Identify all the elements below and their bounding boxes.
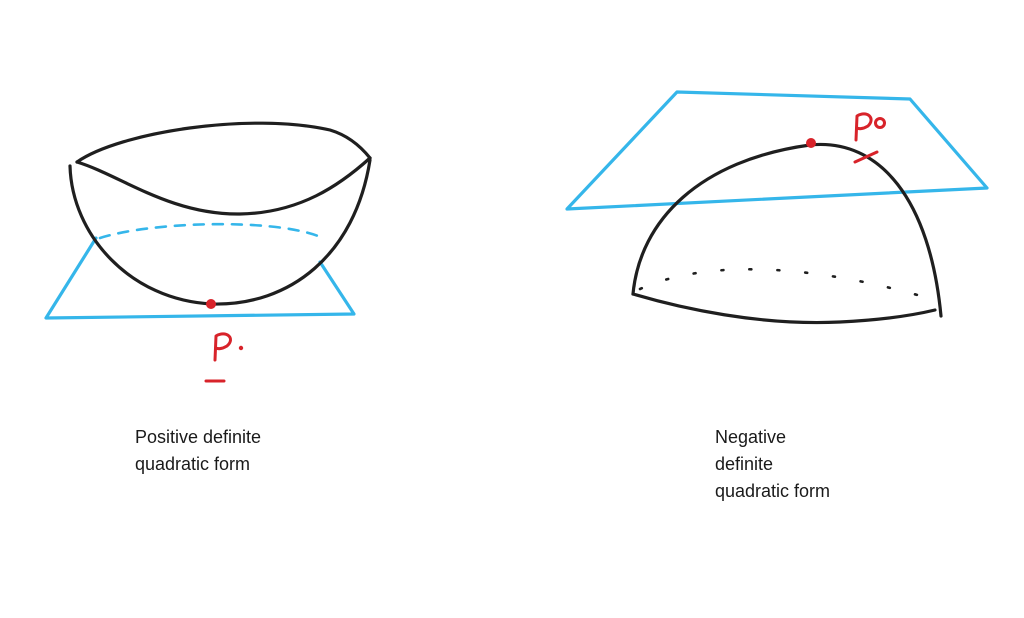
tangent-plane-below <box>44 236 356 320</box>
caption-line: definite <box>715 454 774 474</box>
bowl-rim-front <box>75 156 372 216</box>
bowl-body <box>68 158 372 306</box>
caption-line: Positive definite <box>135 427 262 447</box>
caption-negative-definite: Negative definite quadratic form <box>715 424 830 505</box>
caption-line: Negative <box>715 427 787 447</box>
bowl-rim-top <box>75 121 372 164</box>
tangent-plane-above <box>565 90 989 211</box>
dome-figure <box>565 90 989 325</box>
plane-hidden-edge <box>98 222 320 240</box>
dome-base-front <box>631 292 937 325</box>
point-label-left <box>204 332 244 383</box>
minimum-point-dot <box>206 299 216 309</box>
point-label-right <box>854 112 886 142</box>
dome-base-hidden-edge <box>638 268 937 302</box>
caption-positive-definite: Positive definite quadratic form <box>135 424 261 478</box>
caption-line: quadratic form <box>135 454 251 474</box>
maximum-point-dot <box>806 138 816 148</box>
dome-body <box>631 142 943 318</box>
bowl-figure <box>44 121 372 383</box>
caption-line: quadratic form <box>715 481 831 501</box>
point-tick-mark <box>853 150 879 164</box>
